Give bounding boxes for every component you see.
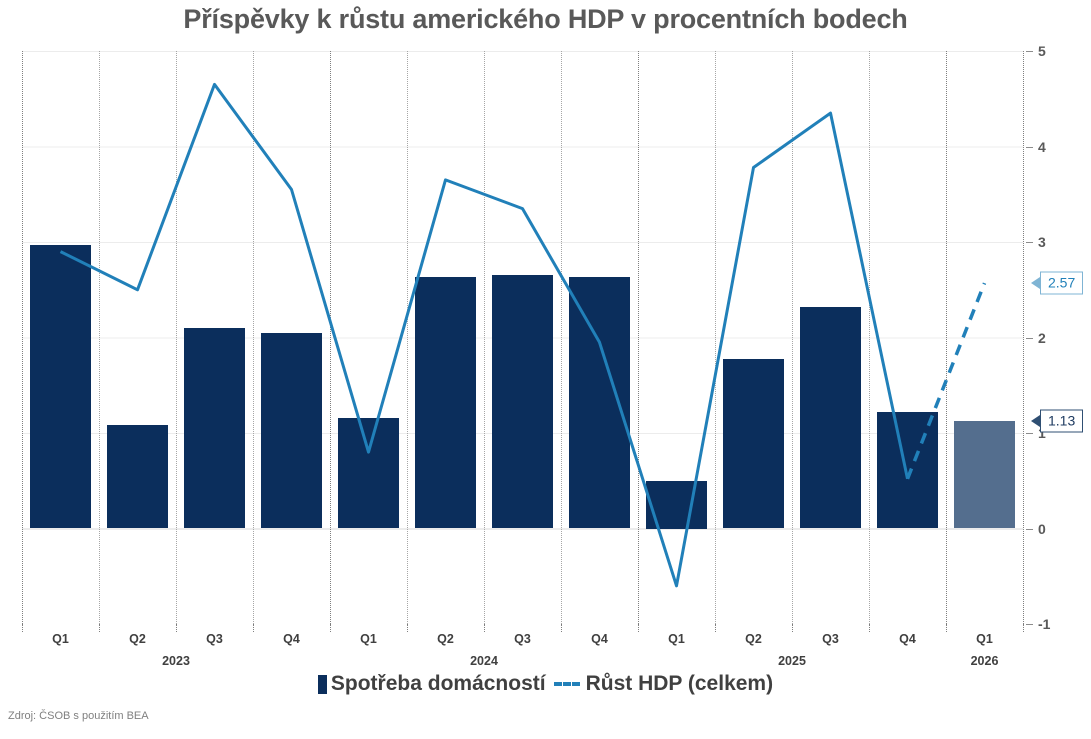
category-separator	[1023, 51, 1024, 624]
y-tick-label: 0	[1038, 520, 1046, 537]
x-tick-mark	[407, 624, 408, 632]
x-tick-label: Q3	[206, 632, 223, 646]
category-separator	[330, 51, 331, 624]
x-tick-mark	[1023, 624, 1024, 632]
y-tick-mark	[1026, 146, 1033, 148]
x-tick-label: Q2	[437, 632, 454, 646]
source-note: Zdroj: ČSOB s použitím BEA	[8, 710, 149, 722]
y-tick-mark	[1026, 51, 1033, 52]
category-separator	[561, 51, 562, 624]
y-tick-mark	[1026, 528, 1033, 530]
x-tick-mark	[715, 624, 716, 632]
y-tick-mark	[1026, 337, 1033, 339]
y-tick-label: 2	[1038, 329, 1046, 346]
x-tick-mark	[484, 624, 485, 632]
callout-line-value: 2.57	[1040, 271, 1084, 295]
category-separator	[715, 51, 716, 624]
bar[interactable]	[30, 244, 91, 529]
bar[interactable]	[261, 332, 322, 529]
bar[interactable]	[107, 425, 168, 529]
y-tick-mark	[1026, 242, 1033, 243]
bar[interactable]	[415, 277, 476, 529]
callout-arrow	[1031, 277, 1040, 290]
bar-swatch-icon	[317, 674, 327, 694]
x-tick-label: Q1	[976, 632, 993, 646]
x-tick-mark	[99, 624, 100, 632]
category-separator	[407, 51, 408, 624]
callout-arrow	[1031, 414, 1040, 427]
line-series	[59, 82, 987, 588]
callout-bar-value: 1.13	[1040, 409, 1084, 433]
x-tick-mark	[330, 624, 331, 632]
x-tick-label: Q3	[822, 632, 839, 646]
line-path-forecast	[905, 282, 987, 480]
bar[interactable]	[723, 358, 784, 529]
x-tick-mark	[176, 624, 177, 632]
category-separator	[869, 51, 870, 624]
x-tick-label: Q1	[360, 632, 377, 646]
category-separator	[22, 51, 23, 624]
y-tick-mark	[1026, 433, 1033, 434]
x-tick-mark	[946, 624, 947, 632]
bar-forecast[interactable]	[954, 420, 1015, 529]
x-tick-mark	[638, 624, 639, 632]
category-separator	[946, 51, 947, 624]
legend-item-bar[interactable]: Spotřeba domácností	[317, 672, 546, 696]
legend-label-line: Růst HDP (celkem)	[585, 672, 774, 695]
x-year-label: 2026	[970, 654, 999, 668]
bar[interactable]	[800, 306, 861, 529]
line-path-actual	[59, 82, 909, 588]
x-tick-label: Q4	[899, 632, 916, 646]
bar[interactable]	[184, 327, 245, 529]
x-tick-label: Q4	[591, 632, 608, 646]
category-separator	[484, 51, 485, 624]
plot-area	[22, 51, 1024, 624]
legend-label-bar: Spotřeba domácností	[330, 672, 546, 695]
legend-item-line[interactable]: Růst HDP (celkem)	[552, 672, 774, 696]
x-year-label: 2023	[162, 654, 190, 668]
x-tick-mark	[792, 624, 793, 632]
x-year-label: 2024	[470, 654, 498, 668]
y-tick-label: 4	[1038, 138, 1046, 155]
x-tick-mark	[561, 624, 562, 632]
y-tick-label: 3	[1038, 234, 1046, 250]
x-tick-label: Q1	[52, 632, 69, 646]
x-tick-mark	[22, 624, 23, 632]
x-tick-mark	[253, 624, 254, 632]
x-tick-label: Q1	[668, 632, 685, 646]
line-swatch-icon	[553, 682, 580, 686]
y-tick-label: -1	[1038, 616, 1051, 632]
x-tick-label: Q3	[514, 632, 531, 646]
bar[interactable]	[877, 411, 938, 529]
x-tick-label: Q2	[129, 632, 146, 646]
category-separator	[792, 51, 793, 624]
chart-title: Příspěvky k růstu amerického HDP v proce…	[183, 4, 908, 34]
bar[interactable]	[338, 417, 399, 529]
category-separator	[99, 51, 100, 624]
x-tick-label: Q2	[745, 632, 762, 646]
category-separator	[253, 51, 254, 624]
category-separator	[176, 51, 177, 624]
category-separator	[638, 51, 639, 624]
x-tick-label: Q4	[283, 632, 300, 646]
y-axis: -1 0 1 2 3 4 5	[1026, 43, 1086, 632]
y-tick-label: 1	[1038, 425, 1046, 441]
y-tick-mark	[1026, 624, 1033, 625]
x-year-label: 2025	[778, 654, 806, 668]
bar[interactable]	[492, 275, 553, 529]
x-axis: Q1 Q2 Q3 Q4 Q1 Q2 Q3 Q4 Q1 Q2 Q3 Q4 Q1 2023 2024 2025 20…	[22, 624, 1024, 680]
chart-legend: Spotřeba domácností Růst HDP (celkem)	[0, 672, 1091, 696]
y-tick-label: 5	[1038, 43, 1046, 59]
x-tick-mark	[869, 624, 870, 632]
